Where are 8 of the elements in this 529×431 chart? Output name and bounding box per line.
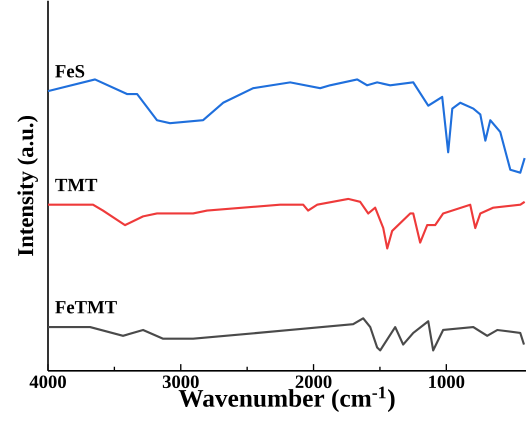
series-label: FeTMT (55, 301, 117, 314)
y-axis-title: Intensity (a.u.) (17, 116, 38, 256)
x-tick-label: 4000 (30, 376, 66, 388)
x-tick-label: 1000 (429, 376, 464, 388)
x-tick-label: 2000 (296, 376, 332, 388)
series-label: TMT (55, 179, 98, 192)
x-tick-label: 3000 (162, 376, 199, 388)
series-label: FeS (55, 65, 84, 78)
